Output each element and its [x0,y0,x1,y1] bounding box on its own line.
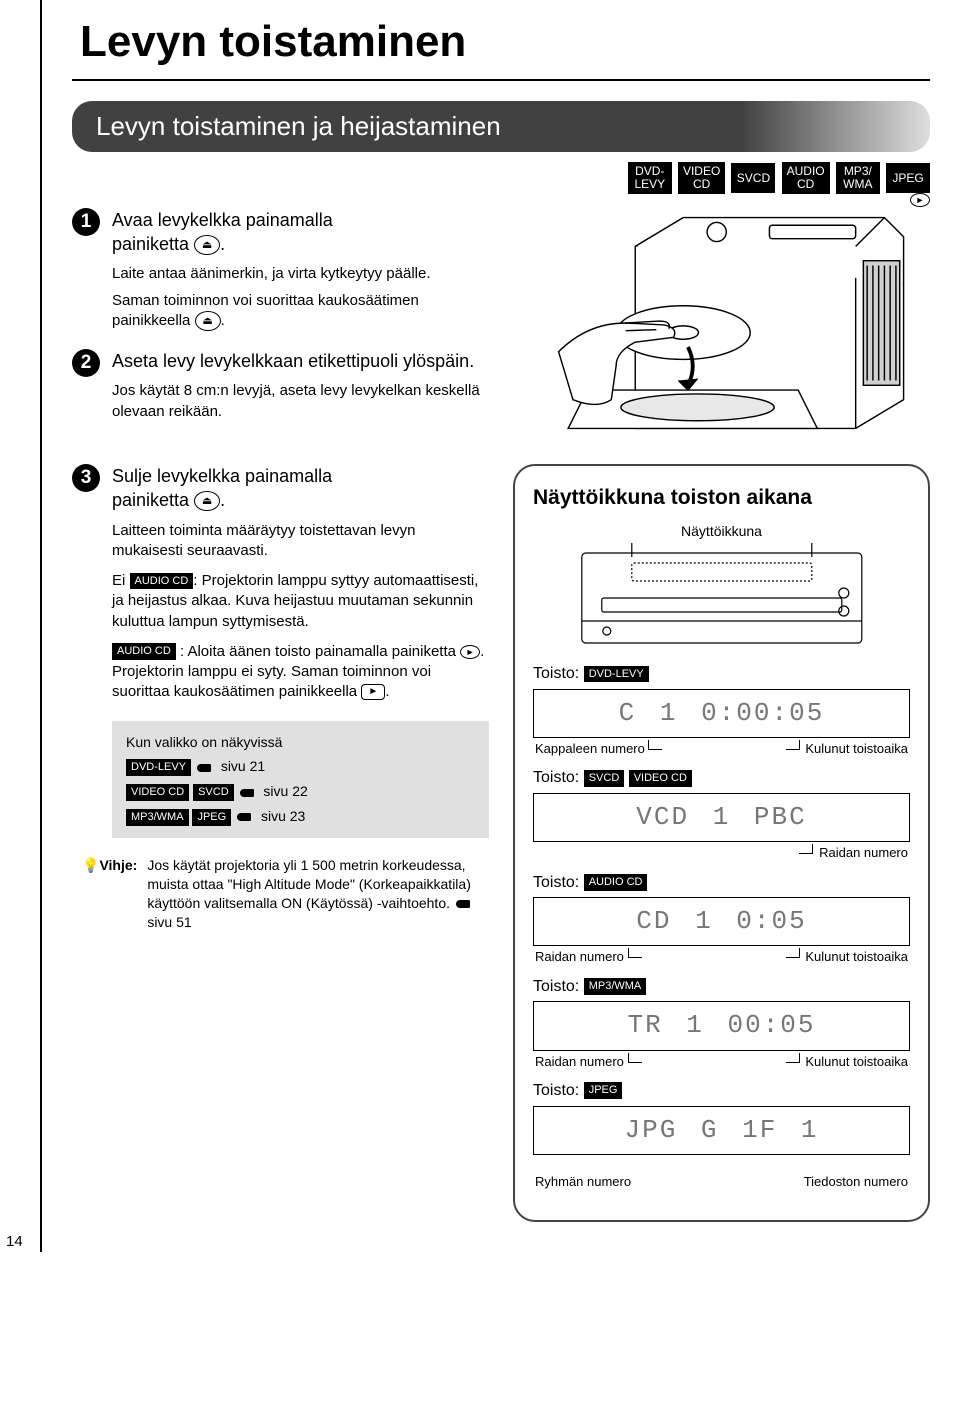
step-number: 1 [72,208,100,236]
row-badge: AUDIO CD [584,874,648,891]
projector-illustration [513,208,930,438]
lcd-display: CD 1 0:05 [533,897,910,946]
menu-box-title: Kun valikko on näkyvissä [126,733,475,752]
badge-vcd: VIDEOCD [678,162,725,193]
badge-jpeg: JPEG [886,163,930,194]
step1-body: Laite antaa äänimerkin, ja virta kytkeyt… [112,264,489,331]
section-bar: Levyn toistaminen ja heijastaminen [72,101,930,152]
format-badges: DVD-LEVY VIDEOCD SVCD AUDIOCD MP3/WMA JP… [72,162,930,193]
menu-row: DVD-LEVY sivu 21 [126,757,475,776]
badge-dvdlevy: DVD-LEVY [126,759,191,776]
step1-title: Avaa levykelkka painamalla painiketta ⏏. [112,208,489,257]
lcd-right-label: Kulunut toistoaika [722,740,909,758]
badge-jpeg: JPEG [192,809,231,826]
badge-dvd: DVD-LEVY [628,162,672,193]
lcd-labels: Raidan numero Kulunut toistoaika [533,948,910,966]
device-front-illustration [571,543,873,653]
eject-icon: ⏏ [195,311,221,331]
step3-body: Laitteen toiminta määräytyy toistettavan… [112,521,489,703]
lcd-display: TR 1 00:05 [533,1001,910,1050]
tip-label: 💡Vihje: [82,856,137,932]
steps-1-2: 1 Avaa levykelkka painamalla painiketta … [72,208,489,444]
lcd-labels: Ryhmän numero Tiedoston numero [533,1173,910,1191]
step-3-col: 3 Sulje levykelkka painamalla painiketta… [72,464,489,1222]
page-ref: sivu 23 [261,808,305,824]
lcd-right-label: Tiedoston numero [722,1173,909,1191]
audio-cd-badge: AUDIO CD [130,573,194,590]
upper-columns: 1 Avaa levykelkka painamalla painiketta … [72,208,930,444]
badge-svcd: SVCD [193,784,234,801]
display-caption: Näyttöikkuna [533,522,910,541]
tip-row: 💡Vihje: Jos käytät projektoria yli 1 500… [82,856,489,932]
row-badge: DVD-LEVY [584,666,649,683]
lcd-display: C 1 0:00:05 [533,689,910,738]
display-panel-col: Näyttöikkuna toiston aikana Näyttöikkuna [513,464,930,1222]
lcd-left-label: Raidan numero [535,948,722,966]
step-number: 3 [72,464,100,492]
lcd-right-label: Kulunut toistoaika [722,948,909,966]
row-badge: MP3/WMA [584,978,647,995]
toisto-label: Toisto: SVCD VIDEO CD [533,767,910,789]
step-1: 1 Avaa levykelkka painamalla painiketta … [72,208,489,257]
pointer-icon [237,812,255,822]
page: Levyn toistaminen Levyn toistaminen ja h… [40,0,960,1252]
eject-icon: ⏏ [194,235,220,255]
step3-title: Sulje levykelkka painamalla painiketta ⏏… [112,464,489,513]
pointer-icon [456,899,474,909]
lcd-right-label: Raidan numero [722,844,909,862]
lcd-left-label: Ryhmän numero [535,1173,722,1191]
menu-visible-box: Kun valikko on näkyvissä DVD-LEVY sivu 2… [112,721,489,839]
display-panel: Näyttöikkuna toiston aikana Näyttöikkuna [513,464,930,1222]
lcd-left-label: Raidan numero [535,1053,722,1071]
page-ref: sivu 22 [263,783,307,799]
display-panel-title: Näyttöikkuna toiston aikana [533,484,910,512]
badge-svcd: SVCD [731,163,775,194]
lcd-display: JPG G 1F 1 [533,1106,910,1155]
audio-cd-badge: AUDIO CD [112,643,176,660]
badge-videocd: VIDEO CD [126,784,189,801]
play-small-icon: ► [910,193,930,207]
page-title: Levyn toistaminen [72,0,930,81]
step-number: 2 [72,349,100,377]
pointer-icon [240,788,258,798]
lcd-labels: Raidan numero Kulunut toistoaika [533,1053,910,1071]
menu-row: MP3/WMA JPEG sivu 23 [126,807,475,826]
pointer-icon [197,763,215,773]
lcd-left-label [535,844,722,862]
badge-acd: AUDIOCD [782,162,830,193]
toisto-label: Toisto: DVD-LEVY [533,663,910,685]
toisto-label: Toisto: MP3/WMA [533,976,910,998]
badge-mp3: MP3/WMA [836,162,880,193]
tip-text: Jos käytät projektoria yli 1 500 metrin … [147,856,489,932]
step-3: 3 Sulje levykelkka painamalla painiketta… [72,464,489,513]
toisto-label: Toisto: AUDIO CD [533,872,910,894]
row-badge: JPEG [584,1082,623,1099]
play-icon-corner: ► [910,190,930,210]
step-2: 2 Aseta levy levykelkkaan etikettipuoli … [72,349,489,373]
lcd-labels: Kappaleen numero Kulunut toistoaika [533,740,910,758]
menu-row: VIDEO CD SVCD sivu 22 [126,782,475,801]
lower-columns: 3 Sulje levykelkka painamalla painiketta… [72,464,930,1222]
page-number: 14 [6,1232,23,1252]
eject-icon: ⏏ [194,491,220,511]
toisto-label: Toisto: JPEG [533,1080,910,1102]
page-ref: sivu 21 [221,758,265,774]
step2-body: Jos käytät 8 cm:n levyjä, aseta levy lev… [112,381,489,422]
device-illustration [513,208,930,444]
row-badge: VIDEO CD [629,770,692,787]
lcd-left-label: Kappaleen numero [535,740,722,758]
play-icon: ► [460,645,480,659]
step2-title: Aseta levy levykelkkaan etikettipuoli yl… [112,349,489,373]
lcd-display: VCD 1 PBC [533,793,910,842]
lcd-right-label: Kulunut toistoaika [722,1053,909,1071]
badge-mp3wma: MP3/WMA [126,809,189,826]
lcd-labels: Raidan numero [533,844,910,862]
play-rect-icon: ► [361,684,385,700]
row-badge: SVCD [584,770,625,787]
